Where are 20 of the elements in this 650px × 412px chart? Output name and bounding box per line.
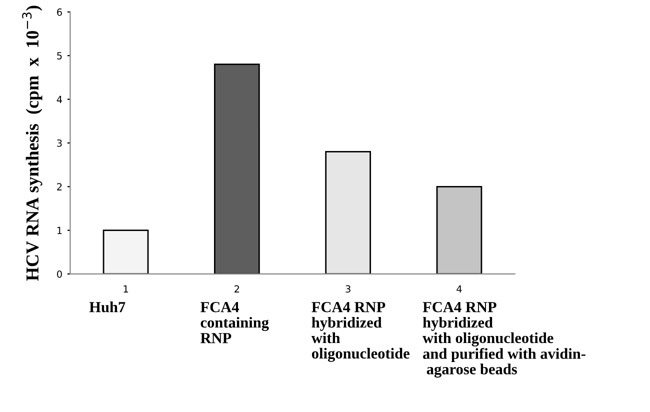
y-tick-label: 3 [57,139,62,147]
y-axis-title: HCV RNA synthesis (cpm x 10$^{−3}$) [22,6,42,281]
text: FCA4 RNP hybridized with oligonucleotide and purified with avidin- agarose beads [422,302,586,378]
y-tick-label: 2 [57,183,62,190]
bar [325,151,371,274]
bar [102,230,149,274]
text: Huh7 [89,301,126,312]
text: FCA4 RNP hybridized with oligonucleotide [311,302,410,362]
y-tick-label: 1 [57,226,62,234]
text: FCA4 containing RNP [200,302,269,344]
y-tick-label: 5 [57,52,62,60]
y-tick-label: 6 [57,8,62,16]
x-tick-label: 4 [456,285,462,292]
y-tick-label: 0 [57,270,62,278]
bar [436,186,482,274]
x-tick-label: 3 [346,285,350,293]
x-tick-label: 2 [234,285,240,292]
bar [214,64,260,274]
y-tick-label: 4 [56,96,62,103]
x-tick-label: 1 [124,285,128,292]
